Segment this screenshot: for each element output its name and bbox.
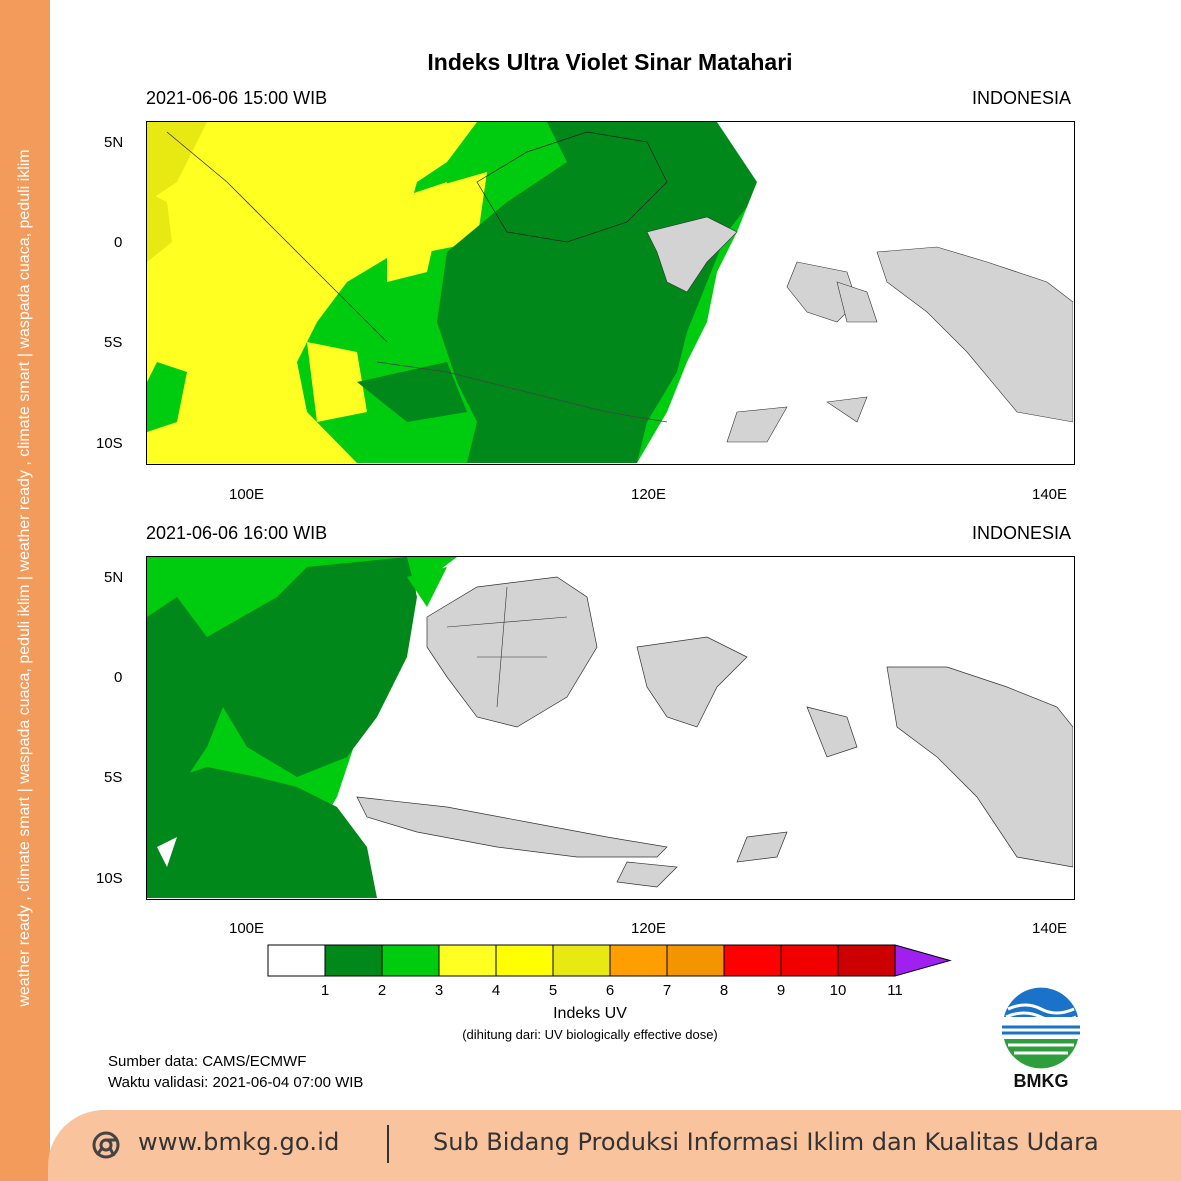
panel-1-lat-label-5n: 5N bbox=[104, 134, 124, 151]
colorbar-box bbox=[837, 944, 896, 977]
colorbar-box bbox=[324, 944, 383, 977]
panel-1-lat-label-0: 0 bbox=[114, 234, 123, 251]
panel-1-lon-label-100e: 100E bbox=[229, 486, 265, 503]
footer-bar bbox=[48, 1110, 1181, 1181]
validation-time: Waktu validasi: 2021-06-04 07:00 WIB bbox=[108, 1074, 364, 1091]
colorbar-tick-label: 9 bbox=[776, 982, 786, 999]
panel-1-region: INDONESIA bbox=[971, 88, 1071, 108]
colorbar-tick-label: 10 bbox=[829, 982, 847, 999]
colorbar-tick-label: 8 bbox=[719, 982, 729, 999]
panel-1-lat-label-10s: 10S bbox=[96, 435, 123, 452]
footer-website-link[interactable]: www.bmkg.go.id bbox=[138, 1128, 340, 1156]
colorbar-tick-label: 6 bbox=[605, 982, 615, 999]
colorbar-box bbox=[780, 944, 839, 977]
bmkg-logo bbox=[1001, 987, 1081, 1069]
uv-colorbar bbox=[267, 944, 952, 977]
colorbar-box bbox=[438, 944, 497, 977]
colorbar-subtitle: (dihitung dari: UV biologically effectiv… bbox=[462, 1027, 718, 1042]
colorbar-tick-label: 7 bbox=[662, 982, 672, 999]
colorbar-tick-label: 4 bbox=[491, 982, 501, 999]
colorbar-box bbox=[495, 944, 554, 977]
colorbar-box bbox=[552, 944, 611, 977]
side-strip-text: weather ready , climate smart | waspada … bbox=[16, 149, 33, 1007]
colorbar-arrow bbox=[894, 944, 952, 977]
panel-2-lat-label-5n: 5N bbox=[104, 569, 124, 586]
panel-1-lon-label-140e: 140E bbox=[1032, 486, 1068, 503]
panel-2-region: INDONESIA bbox=[971, 523, 1071, 543]
panel-2-lat-label-10s: 10S bbox=[96, 870, 123, 887]
bmkg-logo-text: BMKG bbox=[1013, 1071, 1069, 1091]
panel-2-lon-label-120e: 120E bbox=[631, 920, 667, 937]
panel-1-lat-label-5s: 5S bbox=[104, 334, 123, 351]
panel-1-lon-label-120e: 120E bbox=[631, 486, 667, 503]
uv-map-panel-1 bbox=[146, 121, 1075, 465]
colorbar-title: Indeks UV bbox=[553, 1005, 627, 1022]
colorbar-box bbox=[723, 944, 782, 977]
panel-2-lon-label-100e: 100E bbox=[229, 920, 265, 937]
side-strip: weather ready , climate smart | waspada … bbox=[0, 0, 50, 1181]
colorbar-box bbox=[267, 944, 326, 977]
globe-icon bbox=[92, 1131, 120, 1159]
colorbar-box bbox=[609, 944, 668, 977]
page-title: Indeks Ultra Violet Sinar Matahari bbox=[427, 49, 793, 75]
colorbar-tick-label: 5 bbox=[548, 982, 558, 999]
colorbar-tick-label: 3 bbox=[434, 982, 444, 999]
colorbar-tick-label: 1 bbox=[320, 982, 330, 999]
panel-1-datetime: 2021-06-06 15:00 WIB bbox=[146, 88, 328, 108]
panel-2-datetime: 2021-06-06 16:00 WIB bbox=[146, 523, 328, 543]
footer-description: Sub Bidang Produksi Informasi Iklim dan … bbox=[433, 1128, 1099, 1156]
panel-2-lat-label-0: 0 bbox=[114, 669, 123, 686]
colorbar-tick-label: 11 bbox=[887, 982, 903, 999]
colorbar-box bbox=[666, 944, 725, 977]
uv-map-panel-2 bbox=[146, 556, 1075, 900]
panel-2-lon-label-140e: 140E bbox=[1032, 920, 1068, 937]
panel-2-lat-label-5s: 5S bbox=[104, 769, 123, 786]
footer-divider bbox=[387, 1125, 389, 1163]
colorbar-tick-label: 2 bbox=[377, 982, 387, 999]
data-source: Sumber data: CAMS/ECMWF bbox=[108, 1053, 307, 1070]
colorbar-box bbox=[381, 944, 440, 977]
